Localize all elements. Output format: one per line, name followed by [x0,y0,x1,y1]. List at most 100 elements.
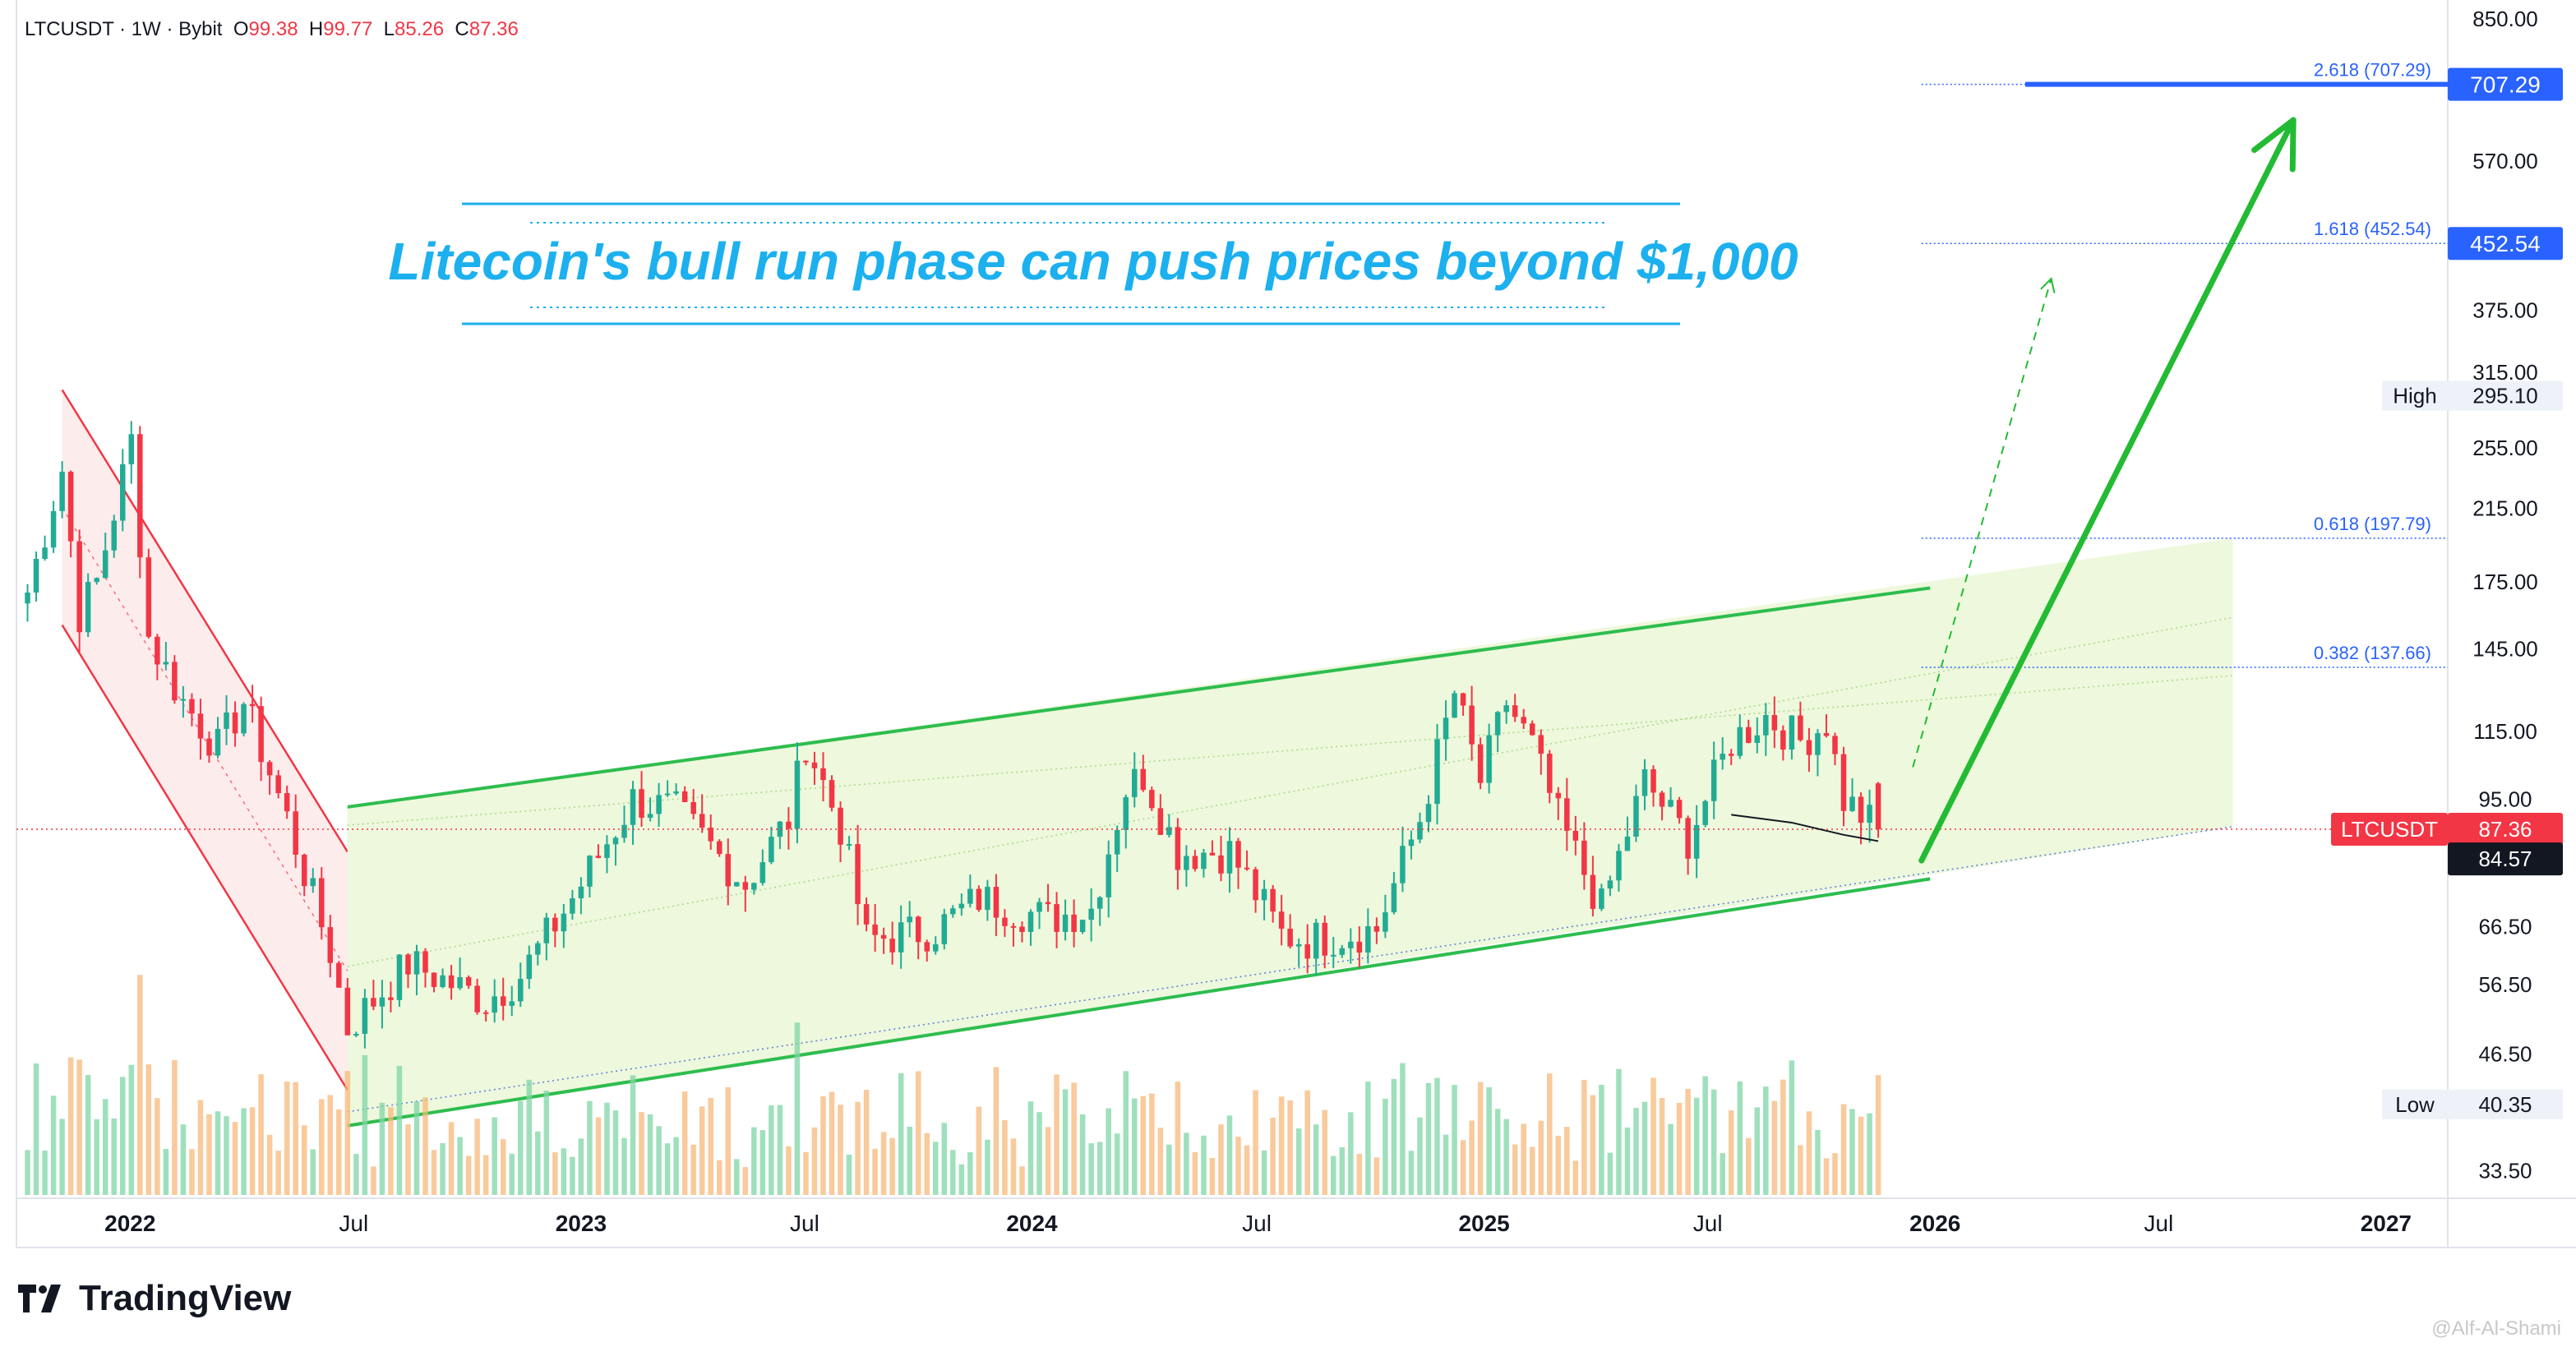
candle-body [163,662,169,665]
candle-body [1599,888,1604,909]
volume-bar [59,1119,65,1195]
descending-channel-upper-line [61,389,349,853]
volume-bar [1071,1082,1077,1195]
volume-bar [1417,1117,1423,1195]
candle-body [880,934,887,939]
volume-bar [1633,1108,1639,1195]
volume-bar [94,1119,99,1195]
volume-bar [120,1077,126,1195]
volume-bar [1218,1124,1224,1195]
volume-bar [742,1167,749,1195]
candle-body [578,886,584,899]
volume-bar [327,1095,334,1195]
volume-bar [396,1065,403,1195]
candle-body [1218,855,1224,874]
extreme-price-tag [2382,1089,2563,1119]
candle-body [94,578,99,583]
fib-level-label: 0.618 (197.79) [2314,514,2431,534]
volume-bar [561,1148,567,1195]
candle-body [716,841,722,855]
candle-body [266,762,273,776]
volume-bar [941,1123,948,1195]
candle-body [958,903,965,909]
volume-bar [1253,1090,1258,1195]
volume-bar [681,1091,688,1195]
volume-bar [301,1125,307,1195]
candle-body [1538,735,1544,754]
volume-bar [846,1155,852,1195]
volume-bar [1771,1100,1778,1195]
volume-bar [1702,1076,1708,1195]
candle-body [1720,754,1725,760]
ascending-channel-fill [347,537,2233,1126]
candle-body [448,975,455,989]
candle-body [1096,897,1103,909]
candle-body [872,924,878,935]
dashed-projection-arrow-head [2040,276,2056,293]
candle-body [413,951,420,975]
y-axis-tick-label: 375.00 [2472,298,2538,323]
volume-bar [639,1112,644,1195]
fib-level-label: 1.618 (452.54) [2314,219,2431,239]
volume-bar [379,1102,385,1195]
candle-body [310,878,316,887]
candle-body [1486,735,1492,783]
candle-body [1400,846,1406,883]
ma-price-tag-value: 84.57 [2478,846,2532,871]
volume-bar [517,1100,524,1195]
volume-bar [1166,1144,1172,1195]
volume-bar [85,1074,91,1195]
low-value: 85.26 [395,18,445,40]
volume-bar [1676,1102,1683,1195]
x-axis-tick-label: 2023 [556,1211,607,1236]
candle-body [67,472,74,542]
candle-body [1278,911,1285,929]
candle-body [924,942,930,952]
volume-bar [578,1138,584,1195]
volume-bar [232,1122,238,1195]
volume-bar [889,1137,895,1195]
volume-bar [587,1100,593,1195]
candle-body [1140,768,1147,791]
volume-bar [595,1117,602,1195]
candle-body [1036,902,1042,912]
volume-bar [67,1057,74,1195]
volume-bar [1088,1143,1094,1195]
candle-body [993,887,999,918]
chart-headline: Litecoin's bull run phase can push price… [388,232,1798,291]
projection-arrow-head [2251,117,2297,173]
candle-body [1175,827,1181,870]
volume-bar [630,1075,636,1195]
volume-bar [76,1059,82,1195]
y-axis-tick-label: 115.00 [2473,719,2537,744]
candle-body [76,541,82,633]
tradingview-logo[interactable]: TradingView [18,1278,291,1319]
volume-bar [907,1126,912,1195]
y-axis-tick-label: 56.50 [2478,972,2532,997]
candle-body [25,592,30,604]
volume-bar [803,1151,809,1195]
volume-bar [1469,1120,1475,1195]
volume-bar [1555,1135,1562,1195]
extreme-price-tag-label: Low [2395,1092,2435,1117]
volume-bar [42,1150,48,1195]
candle-body [1408,839,1415,846]
volume-bar [1425,1082,1432,1195]
candle-body [1253,869,1258,901]
candle-body [440,975,445,987]
candle-body [1192,856,1198,870]
tradingview-logo-icon [18,1285,61,1312]
candle-body [1494,712,1501,736]
volume-bar [25,1150,30,1195]
candle-body [293,811,298,855]
candle-body [786,821,792,829]
candle-body [457,977,463,989]
x-axis-tick-label: Jul [1242,1211,1272,1236]
volume-bar [898,1073,904,1195]
candle-body [811,762,818,768]
candle-body [1348,941,1354,948]
candle-body [1728,754,1734,756]
volume-bar [621,1137,627,1195]
volume-bar [838,1105,843,1195]
